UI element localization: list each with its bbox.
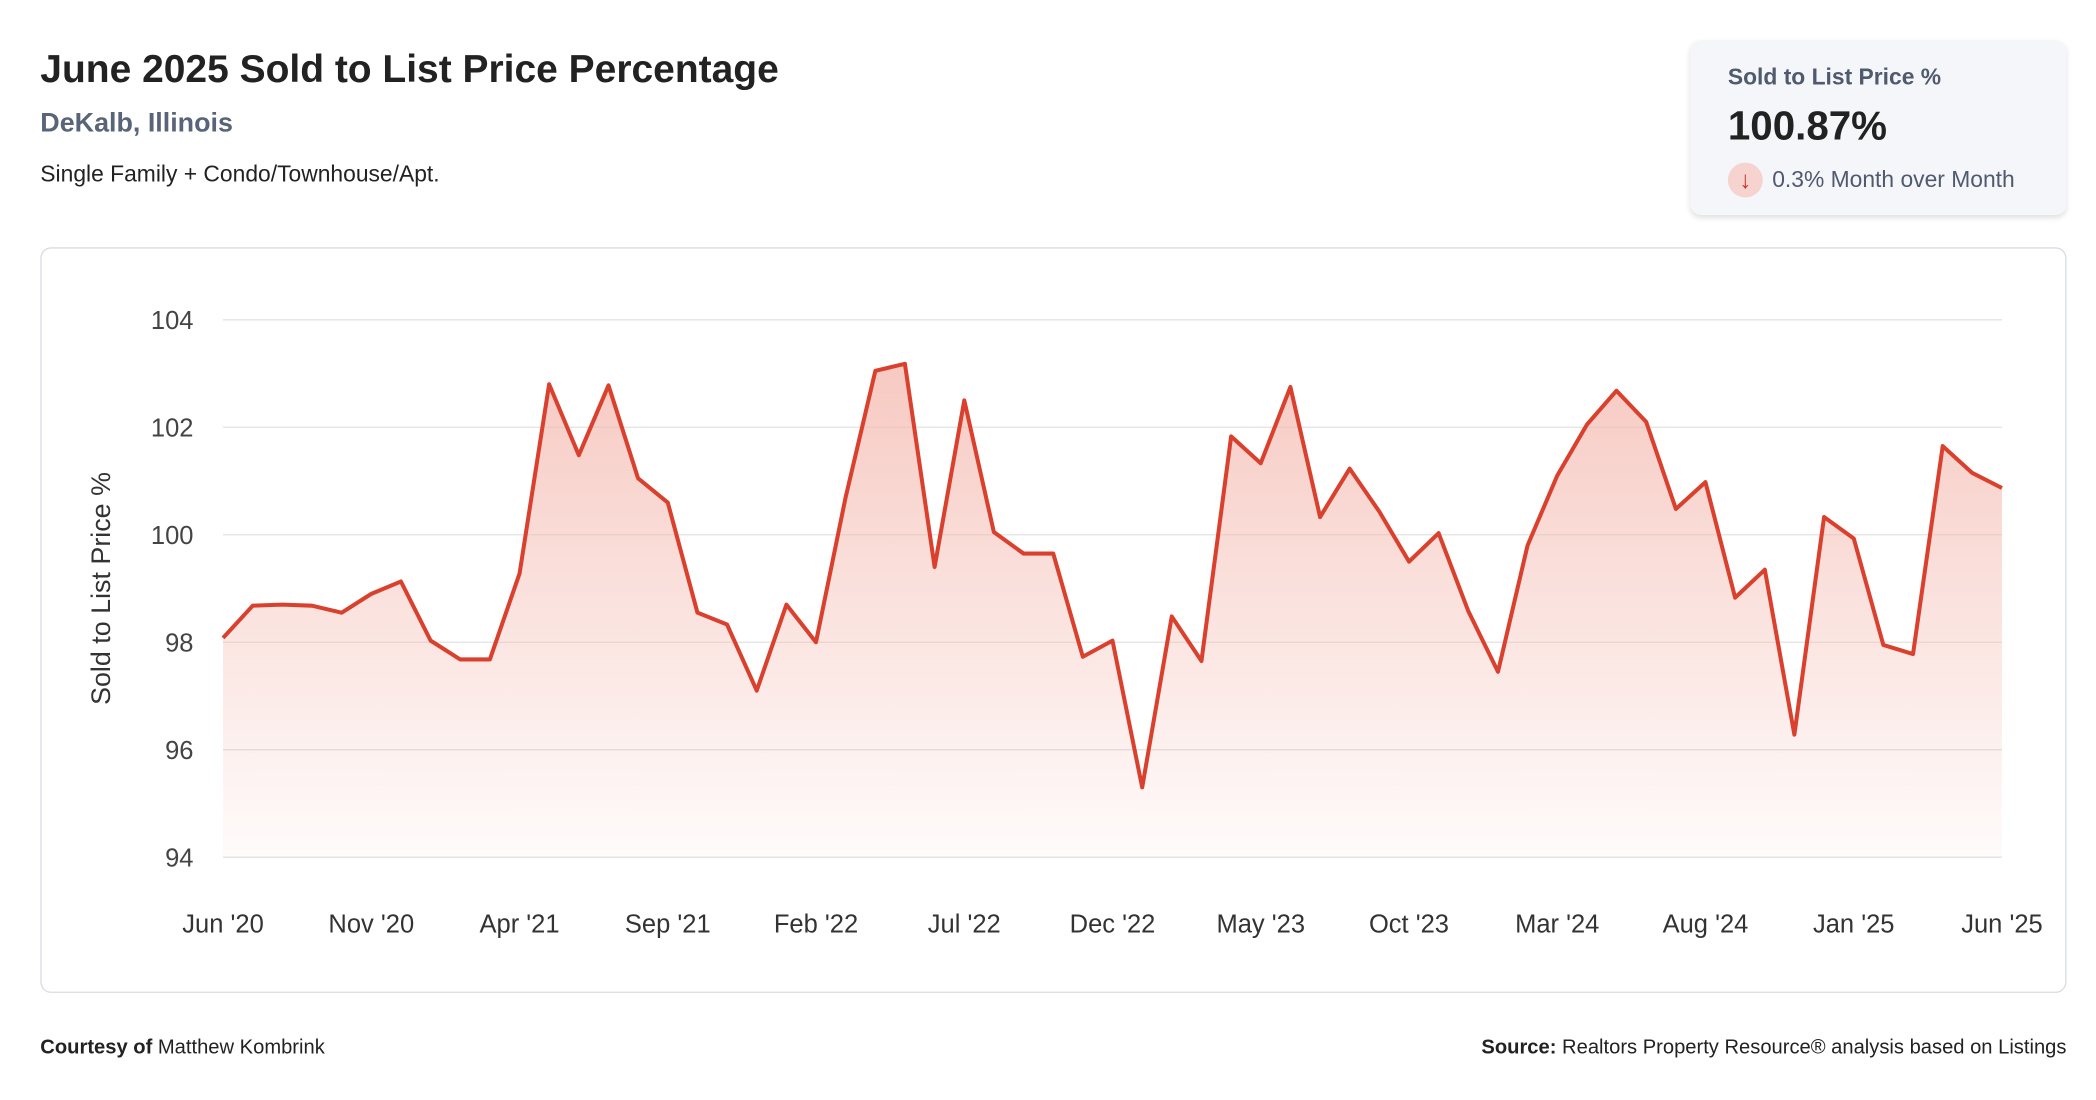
source: Source: Realtors Property Resource® anal… xyxy=(1481,1036,2066,1059)
courtesy-name: Matthew Kombrink xyxy=(157,1035,325,1059)
area-fill xyxy=(223,363,2002,858)
y-axis-label: Sold to List Price % xyxy=(86,472,116,705)
x-tick-label: Jul '22 xyxy=(928,910,1001,938)
y-tick-label: 96 xyxy=(165,737,193,765)
x-tick-label: Mar '24 xyxy=(1515,910,1599,938)
chart-panel xyxy=(40,247,2067,993)
y-tick-label: 104 xyxy=(151,307,194,335)
x-tick-label: Aug '24 xyxy=(1663,910,1749,938)
courtesy-label: Courtesy of xyxy=(40,1035,153,1059)
x-tick-label: Nov '20 xyxy=(328,910,414,938)
page-title: June 2025 Sold to List Price Percentage xyxy=(40,48,779,92)
y-tick-label: 98 xyxy=(165,630,193,658)
location: DeKalb, Illinois xyxy=(40,108,233,139)
x-tick-label: Sep '21 xyxy=(625,910,711,938)
x-tick-label: Jan '25 xyxy=(1813,910,1894,938)
source-label: Source: xyxy=(1481,1035,1557,1059)
x-tick-label: Feb '22 xyxy=(774,910,858,938)
kpi-value: 100.87% xyxy=(1727,104,1888,150)
y-tick-label: 94 xyxy=(165,845,193,873)
courtesy: Courtesy of Matthew Kombrink xyxy=(40,1036,324,1059)
x-tick-label: Oct '23 xyxy=(1369,910,1449,938)
x-tick-label: May '23 xyxy=(1216,910,1305,938)
source-text: Realtors Property Resource® analysis bas… xyxy=(1562,1035,2067,1059)
kpi-label: Sold to List Price % xyxy=(1727,64,1942,91)
kpi-change-text: 0.3% Month over Month xyxy=(1772,166,2015,193)
arrow-down-icon: ↓ xyxy=(1727,162,1763,198)
series-line xyxy=(221,361,2003,790)
x-tick-label: Jun '20 xyxy=(182,910,263,938)
kpi-card: Sold to List Price % 100.87% ↓ 0.3% Mont… xyxy=(1690,40,2067,215)
x-tick-label: Dec '22 xyxy=(1070,910,1156,938)
kpi-change: ↓ 0.3% Month over Month xyxy=(1727,162,2015,198)
x-tick-label: Apr '21 xyxy=(479,910,559,938)
y-tick-label: 102 xyxy=(151,415,194,443)
y-tick-label: 100 xyxy=(151,522,194,550)
property-types: Single Family + Condo/Townhouse/Apt. xyxy=(40,161,440,187)
x-tick-label: Jun '25 xyxy=(1961,910,2042,938)
